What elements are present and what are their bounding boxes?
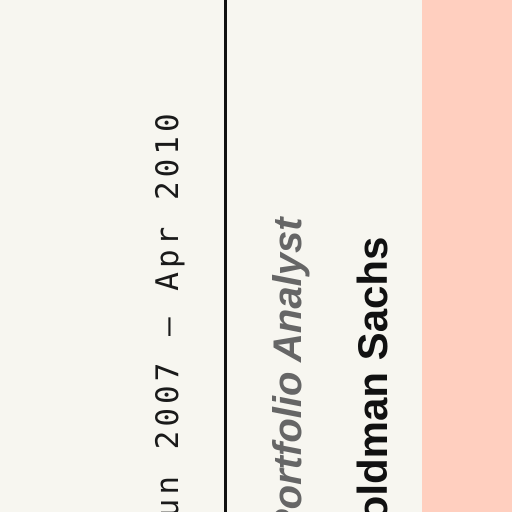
job-role-title: Portfolio Analyst [266, 217, 310, 512]
job-date-range: Jun 2007 — Apr 2010 [150, 109, 186, 512]
accent-panel [422, 0, 512, 512]
timeline-divider [224, 0, 227, 512]
job-company-name: Goldman Sachs [349, 236, 396, 512]
